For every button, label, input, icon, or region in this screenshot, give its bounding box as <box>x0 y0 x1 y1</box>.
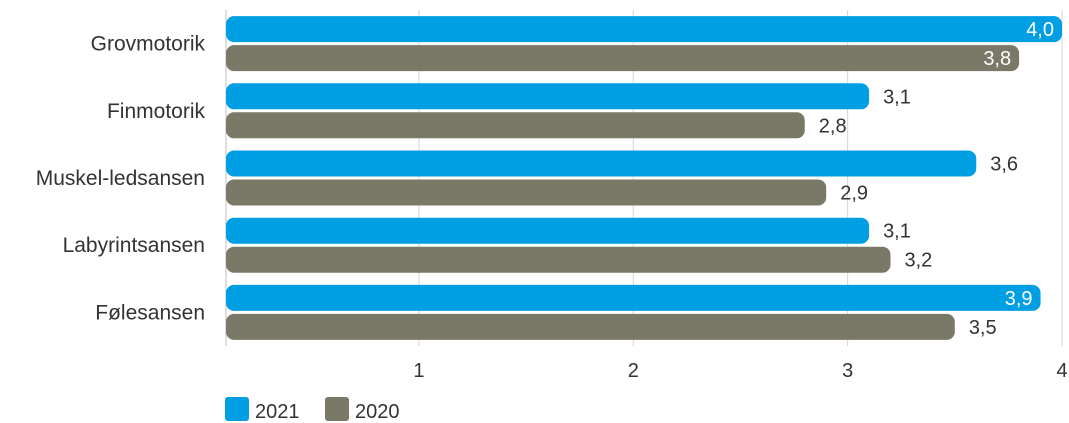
data-label: 3,6 <box>990 154 1018 176</box>
data-label: 3,5 <box>969 317 997 339</box>
data-label: 3,1 <box>883 221 911 243</box>
data-label: 3,8 <box>983 48 1011 70</box>
data-label: 2,9 <box>840 183 868 205</box>
legend-label: 2021 <box>255 401 300 423</box>
labels: 1 2 3 4 Grovmotorik 4,0 3,8 Finmotorik 3,1 2,8 Mus… <box>36 19 1068 382</box>
category-label: Grovmotorik <box>91 33 206 56</box>
bar-2021 <box>226 83 870 110</box>
data-label: 2,8 <box>819 115 847 137</box>
data-label: 3,2 <box>905 250 933 272</box>
bar-2020 <box>226 246 891 273</box>
bar-2021 <box>226 150 977 177</box>
data-label: 3,9 <box>1005 288 1033 310</box>
x-tick-label: 1 <box>413 360 424 382</box>
bar-2020 <box>226 45 1020 72</box>
bars <box>226 16 1062 340</box>
bar-2020 <box>226 313 955 340</box>
legend-swatch-2020 <box>325 397 349 421</box>
category-label: Muskel-ledsansen <box>36 167 205 190</box>
category-label: Labyrintsansen <box>63 234 205 257</box>
bar-2020 <box>226 112 805 139</box>
legend-label: 2020 <box>355 401 400 423</box>
data-label: 4,0 <box>1026 19 1054 41</box>
legend-swatch-2021 <box>225 397 249 421</box>
x-tick-label: 4 <box>1056 360 1067 382</box>
x-tick-label: 3 <box>842 360 853 382</box>
category-label: Finmotorik <box>107 100 206 123</box>
category-label: Følesansen <box>95 301 205 324</box>
bar-2021 <box>226 217 870 244</box>
bar-2021 <box>226 284 1041 311</box>
bar-2020 <box>226 179 827 206</box>
legend: 2021 2020 <box>225 397 400 423</box>
bar-2021 <box>226 16 1062 43</box>
data-label: 3,1 <box>883 86 911 108</box>
x-tick-label: 2 <box>628 360 639 382</box>
